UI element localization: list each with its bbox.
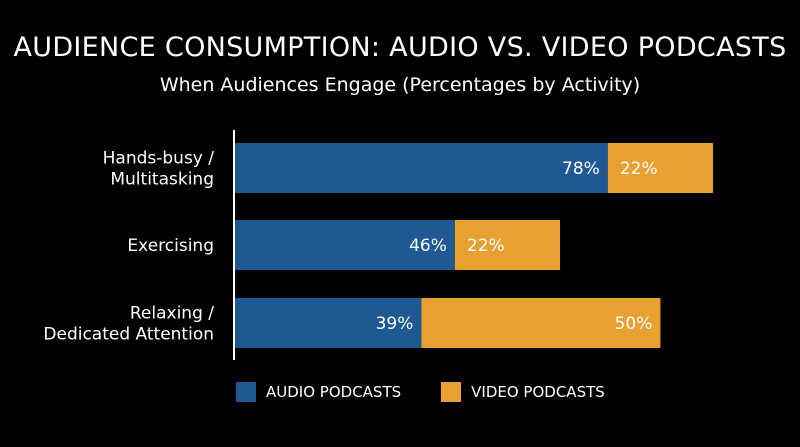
chart-subtitle: When Audiences Engage (Percentages by Ac… [159, 74, 641, 96]
category-label-line: Dedicated Attention [43, 325, 214, 345]
bar-video [421, 298, 661, 348]
category-label: Hands-busy / Multitasking [103, 149, 215, 190]
category-label-line: Exercising [127, 236, 214, 256]
category-label-line: Hands-busy / [103, 149, 215, 169]
data-label-video: 22% [467, 236, 505, 256]
category-label-line: Relaxing / [130, 304, 214, 324]
legend-label-video: VIDEO PODCASTS [471, 383, 605, 401]
legend-swatch-video [441, 382, 462, 402]
bar-audio [235, 298, 422, 348]
bar-audio [235, 143, 608, 193]
legend-item-video: VIDEO PODCASTS [441, 382, 605, 402]
data-label-audio: 46% [409, 236, 447, 256]
data-label-audio: 39% [376, 314, 414, 334]
legend-item-audio: AUDIO PODCASTS [236, 382, 401, 402]
bar-video [454, 220, 561, 270]
bar-video [607, 143, 713, 193]
bar-audio [235, 220, 455, 270]
bars-group: Hands-busy / Multitasking 78% 22% Exercising… [43, 143, 713, 348]
legend-swatch-audio [236, 382, 256, 402]
data-label-video: 22% [620, 159, 658, 179]
category-label: Relaxing / Dedicated Attention [43, 304, 214, 345]
legend: AUDIO PODCASTS VIDEO PODCASTS [236, 382, 645, 402]
data-label-video: 50% [615, 314, 653, 334]
category-label: Exercising [127, 236, 214, 256]
category-label-line: Multitasking [110, 170, 214, 190]
data-label-audio: 78% [562, 159, 600, 179]
chart-title: AUDIENCE CONSUMPTION: AUDIO VS. VIDEO PO… [13, 32, 787, 63]
legend-label-audio: AUDIO PODCASTS [266, 383, 402, 401]
